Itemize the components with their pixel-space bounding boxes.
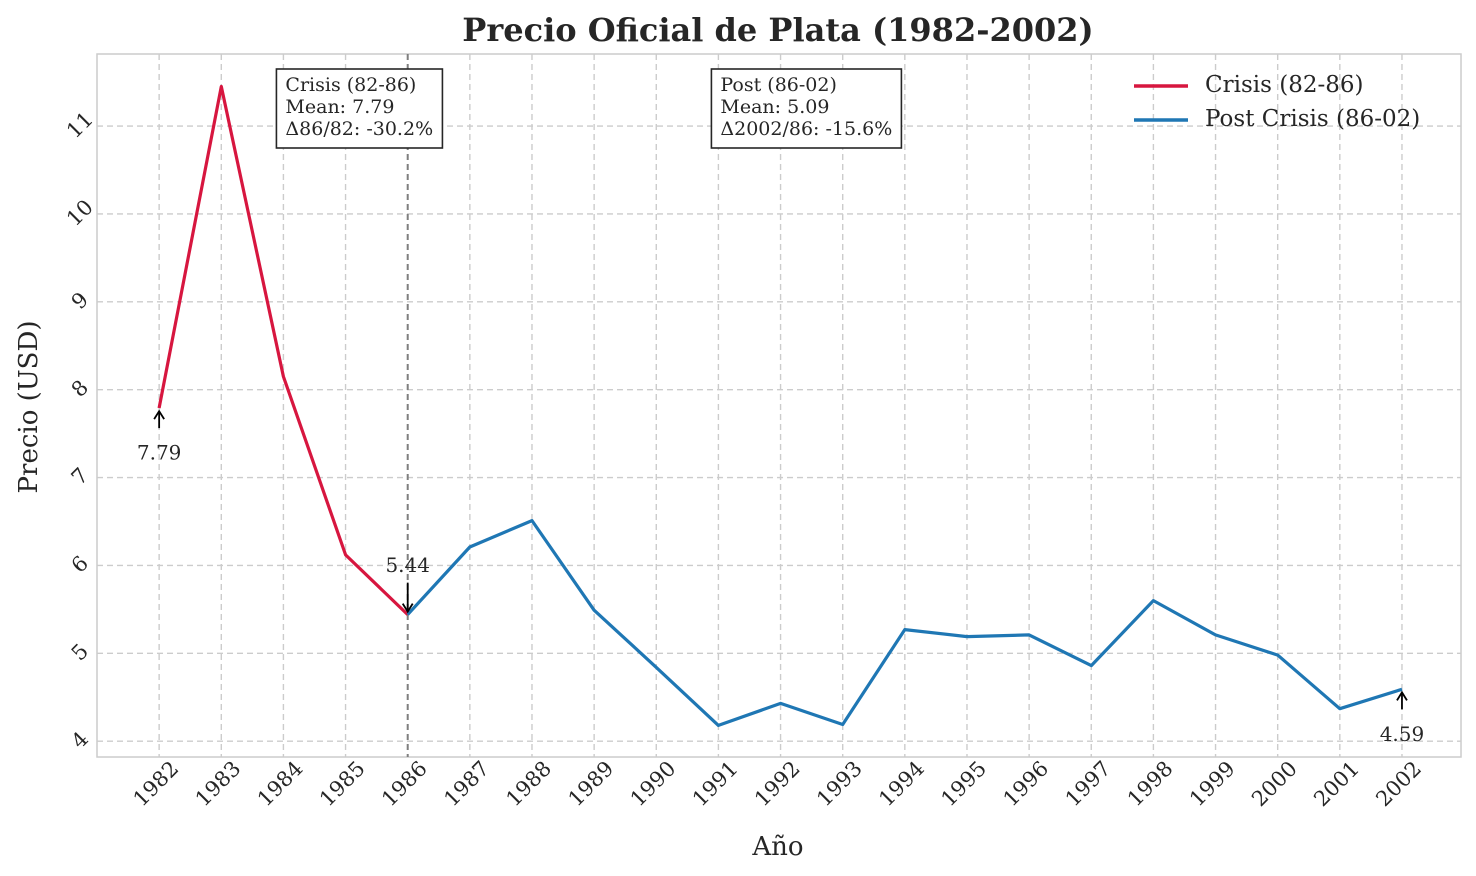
grid-lines bbox=[97, 54, 1461, 757]
point-annotation: 4.59 bbox=[1380, 690, 1425, 746]
annotation-arrowhead bbox=[153, 409, 165, 420]
point-annotations: 7.79 5.44 4.59 bbox=[137, 409, 1425, 746]
y-axis-label: Precio (USD) bbox=[14, 321, 44, 494]
series-lines bbox=[157, 84, 1403, 728]
legend: Crisis (82-86) Post Crisis (86-02) bbox=[1134, 72, 1420, 132]
stat-box-line: Crisis (82-86) bbox=[285, 74, 416, 96]
annotation-arrowhead bbox=[1396, 690, 1408, 701]
point-annotation: 7.79 bbox=[137, 409, 182, 465]
annotation-label: 4.59 bbox=[1380, 722, 1425, 746]
stat-box-line: Δ2002/86: -15.6% bbox=[720, 118, 892, 140]
x-axis-label: Año bbox=[751, 832, 803, 862]
stat-box-line: Δ86/82: -30.2% bbox=[285, 118, 433, 140]
stat-box-line: Mean: 7.79 bbox=[285, 96, 394, 118]
legend-label: Crisis (82-86) bbox=[1205, 72, 1363, 98]
stat-box-line: Mean: 5.09 bbox=[720, 96, 829, 118]
annotation-label: 7.79 bbox=[137, 441, 182, 465]
legend-label: Post Crisis (86-02) bbox=[1205, 106, 1420, 132]
series-line-crisis bbox=[157, 84, 409, 616]
plot-frame bbox=[96, 53, 1462, 758]
series-line-post-crisis bbox=[406, 518, 1403, 728]
stat-box-line: Post (86-02) bbox=[720, 74, 836, 96]
stat-box-frame bbox=[710, 68, 903, 149]
chart-title: Precio Oficial de Plata (1982-2002) bbox=[462, 11, 1093, 49]
annotation-label: 5.44 bbox=[385, 553, 430, 577]
stat-box-frame bbox=[275, 68, 444, 149]
point-annotation: 5.44 bbox=[385, 553, 430, 614]
annotation-arrowhead bbox=[401, 603, 414, 614]
